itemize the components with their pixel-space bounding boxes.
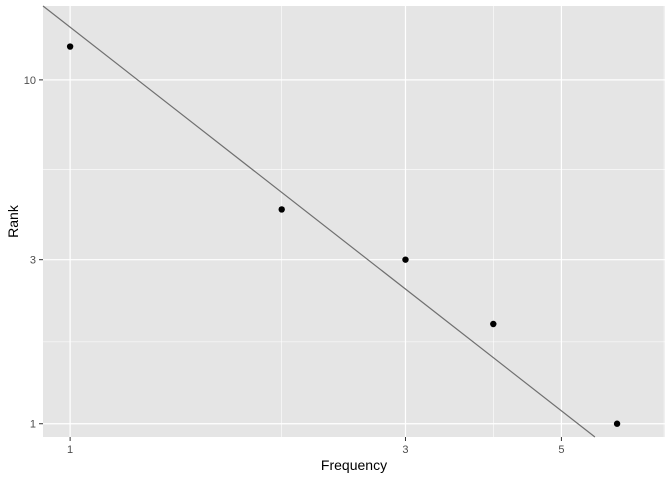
data-point (66, 43, 74, 50)
y-axis-ticks: 1 3 10 (24, 75, 43, 431)
data-point (613, 420, 621, 427)
y-tick-label: 10 (24, 75, 36, 87)
x-axis-ticks: 1 3 5 (67, 437, 564, 456)
fit-line-layer (42, 5, 596, 438)
plot-panel (43, 6, 665, 437)
y-axis-title: Rank (5, 204, 21, 238)
y-tick-label: 1 (30, 419, 36, 431)
data-point (490, 320, 497, 328)
x-tick-label: 5 (558, 444, 564, 456)
data-points (66, 43, 621, 427)
fit-line (42, 5, 596, 438)
major-gridlines (43, 6, 665, 437)
data-point (278, 206, 285, 213)
x-tick-label: 3 (402, 444, 408, 456)
data-point (402, 256, 409, 263)
y-tick-label: 3 (30, 255, 36, 267)
x-axis-title: Frequency (321, 457, 387, 473)
x-tick-label: 1 (67, 444, 73, 456)
